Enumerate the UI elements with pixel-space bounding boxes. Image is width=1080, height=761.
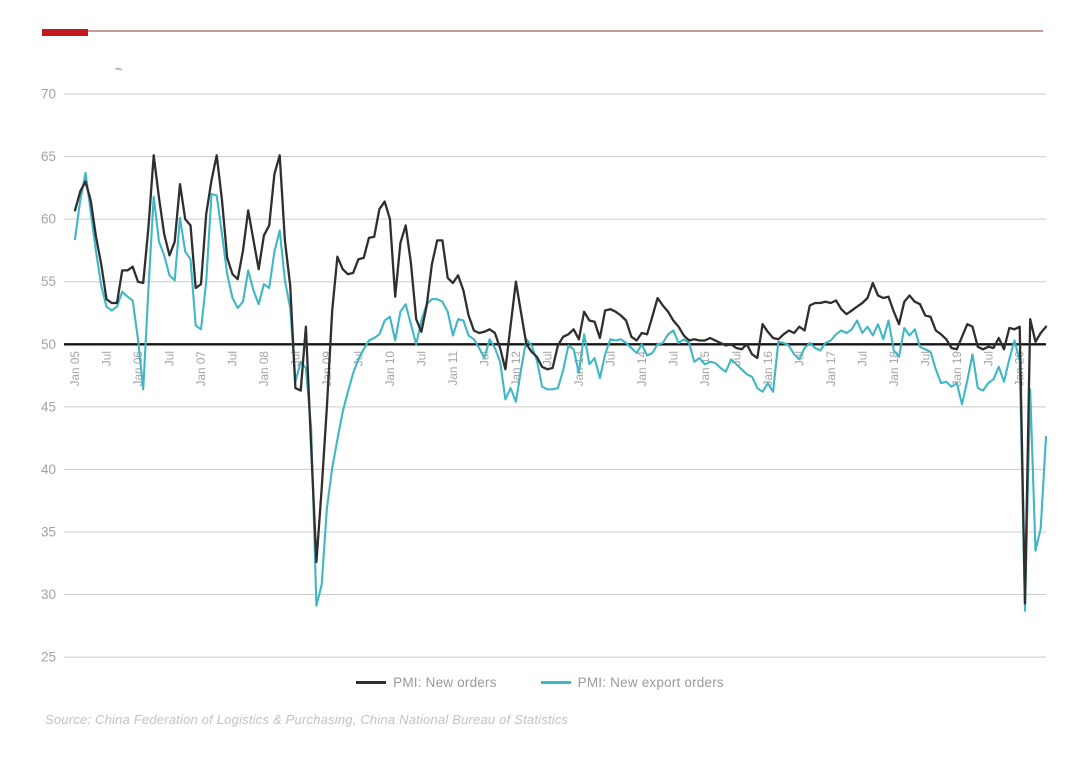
x-tick-jan-16: Jan 16: [761, 351, 775, 387]
legend-label-new-export-orders: PMI: New export orders: [577, 674, 724, 690]
x-tick-jan-15: Jan 15: [698, 351, 712, 387]
x-tick-jan-10: Jan 10: [383, 351, 397, 387]
x-tick-jan-09: Jan 09: [320, 351, 334, 386]
y-tick-40: 40: [41, 462, 56, 477]
y-axis-labels: 70 65 60 55 50 45 40 35 30 25: [41, 87, 56, 665]
x-tick-jan-07: Jan 07: [194, 351, 208, 386]
header-accent-bar: [42, 29, 88, 36]
x-tick-jul: Jul: [414, 351, 428, 366]
source-note: Source: China Federation of Logistics & …: [45, 712, 569, 727]
x-tick-jul: Jul: [288, 351, 302, 366]
x-tick-jul: Jul: [981, 351, 995, 366]
y-tick-45: 45: [41, 399, 56, 414]
x-tick-jan-17: Jan 17: [824, 351, 838, 386]
y-tick-50: 50: [41, 337, 56, 352]
y-tick-55: 55: [41, 274, 56, 289]
y-tick-70: 70: [41, 87, 56, 102]
x-tick-jan-19: Jan 19: [950, 351, 964, 386]
x-tick-jul: Jul: [918, 351, 932, 366]
new-orders-line-swatch: [356, 680, 387, 684]
x-tick-jan-11: Jan 11: [446, 351, 460, 386]
y-tick-30: 30: [41, 587, 56, 602]
y-tick-25: 25: [41, 650, 56, 665]
header-rule: [42, 30, 1043, 32]
x-tick-jul: Jul: [603, 351, 617, 366]
legend-item-new-orders: PMI: New orders: [356, 675, 497, 690]
x-tick-jan-14: Jan 14: [635, 351, 649, 387]
x-tick-jul: Jul: [162, 351, 176, 366]
new-export-orders-line-swatch: [540, 680, 571, 684]
series-line-pmi-new-orders: [73, 154, 1048, 605]
legend-item-new-export-orders: PMI: New export orders: [540, 674, 724, 690]
x-tick-jan-05: Jan 05: [68, 351, 82, 387]
y-tick-35: 35: [41, 524, 56, 539]
x-tick-jul: Jul: [225, 351, 239, 366]
y-tick-60: 60: [41, 212, 56, 227]
y-tick-65: 65: [41, 149, 56, 164]
x-tick-jan-18: Jan 18: [887, 351, 901, 387]
x-tick-jul: Jul: [540, 351, 554, 366]
x-tick-jul: Jul: [855, 351, 869, 366]
x-tick-jan-08: Jan 08: [257, 351, 271, 387]
series-line-pmi-new-export-orders: [73, 171, 1048, 612]
x-tick-jul: Jul: [666, 351, 680, 366]
x-tick-jul: Jul: [99, 351, 113, 366]
legend-label-new-orders: PMI: New orders: [393, 674, 497, 690]
chart-legend: PMI: New orders PMI: New export orders: [0, 669, 1080, 695]
